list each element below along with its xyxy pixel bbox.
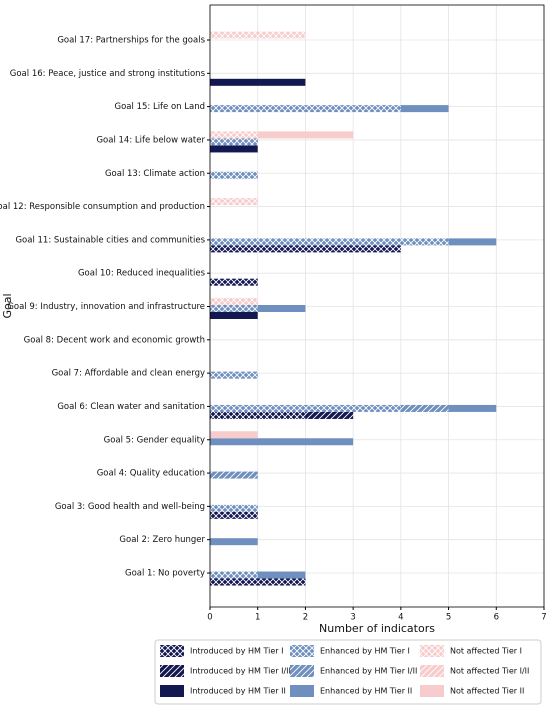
bar xyxy=(210,312,258,319)
x-tick-label: 6 xyxy=(494,613,499,623)
legend-label: Enhanced by HM Tier I xyxy=(320,647,410,656)
y-tick-label: Goal 4: Quality education xyxy=(97,469,205,479)
bar xyxy=(210,431,258,439)
y-tick-label: Goal 2: Zero hunger xyxy=(119,535,205,545)
bar xyxy=(257,305,306,312)
bar xyxy=(210,298,258,305)
x-tick-label: 0 xyxy=(207,613,212,623)
bar xyxy=(210,511,258,519)
plot-frame xyxy=(209,4,545,608)
bar xyxy=(210,278,258,286)
legend xyxy=(154,639,542,705)
x-axis-label: Number of indicators xyxy=(319,622,435,635)
bar xyxy=(210,371,258,379)
y-tick-label: Goal 14: Life below water xyxy=(96,135,205,145)
bar xyxy=(210,411,306,419)
bar xyxy=(210,238,449,246)
y-tick-label: Goal 13: Climate action xyxy=(105,169,205,179)
bar xyxy=(210,438,354,446)
x-tick-label: 5 xyxy=(446,613,451,623)
legend-label: Enhanced by HM Tier I/II xyxy=(320,667,417,676)
legend-label: Introduced by HM Tier I/II xyxy=(190,667,291,676)
legend-label: Not affected Tier I/II xyxy=(450,667,529,676)
legend-swatch xyxy=(420,645,444,657)
x-tick-label: 1 xyxy=(255,613,260,623)
legend-swatch xyxy=(160,645,184,657)
y-tick-label: Goal 17: Partnerships for the goals xyxy=(57,36,205,46)
legend-swatch xyxy=(420,685,444,697)
bar xyxy=(257,131,354,139)
legend-swatch xyxy=(290,665,314,677)
y-tick-label: Goal 1: No poverty xyxy=(125,569,205,579)
x-tick-label: 3 xyxy=(350,613,355,623)
bar xyxy=(210,504,258,512)
y-tick-label: Goal 3: Good health and well-being xyxy=(55,502,205,512)
bar xyxy=(210,571,258,579)
y-tick-label: Goal 5: Gender equality xyxy=(104,435,205,445)
y-tick-label: Goal 16: Peace, justice and strong insti… xyxy=(10,69,206,79)
y-axis-label: Goal xyxy=(1,293,14,318)
bar xyxy=(400,404,449,412)
legend-label: Not affected Tier I xyxy=(450,647,522,656)
y-tick-label: Goal 11: Sustainable cities and communit… xyxy=(15,235,205,245)
bar xyxy=(210,198,258,206)
bar xyxy=(210,538,258,546)
legend-swatch xyxy=(420,665,444,677)
bar xyxy=(210,471,258,479)
bar xyxy=(210,105,401,113)
legend-label: Enhanced by HM Tier II xyxy=(320,687,412,696)
bar xyxy=(210,245,401,253)
bar xyxy=(210,78,306,86)
bar xyxy=(210,131,258,139)
y-tick-label: Goal 9: Industry, innovation and infrast… xyxy=(7,302,205,312)
bar xyxy=(400,105,449,113)
bar xyxy=(305,411,354,419)
x-tick-label: 2 xyxy=(303,613,308,623)
y-tick-label: Goal 8: Decent work and economic growth xyxy=(24,335,205,345)
legend-swatch xyxy=(160,685,184,697)
y-tick-label: Goal 6: Clean water and sanitation xyxy=(57,402,205,412)
bar xyxy=(210,578,306,586)
bar xyxy=(210,138,258,146)
bar xyxy=(210,31,306,39)
y-tick-label: Goal 15: Life on Land xyxy=(115,102,205,112)
legend-label: Introduced by HM Tier II xyxy=(190,687,286,696)
legend-label: Introduced by HM Tier I xyxy=(190,647,283,656)
legend-swatch xyxy=(290,685,314,697)
x-tick-label: 4 xyxy=(398,613,403,623)
y-tick-label: Goal 10: Reduced inequalities xyxy=(78,269,206,279)
bar xyxy=(257,571,306,579)
y-tick-label: Goal 12: Responsible consumption and pro… xyxy=(0,202,205,212)
bar xyxy=(210,171,258,179)
legend-swatch xyxy=(160,665,184,677)
legend-swatch xyxy=(290,645,314,657)
bar xyxy=(210,305,258,312)
legend-label: Not affected Tier II xyxy=(450,687,524,696)
bar xyxy=(448,404,497,412)
x-tick-label: 7 xyxy=(541,613,546,623)
y-tick-label: Goal 7: Affordable and clean energy xyxy=(52,369,205,379)
bar xyxy=(210,404,401,412)
bar xyxy=(448,238,497,246)
bar xyxy=(210,145,258,153)
